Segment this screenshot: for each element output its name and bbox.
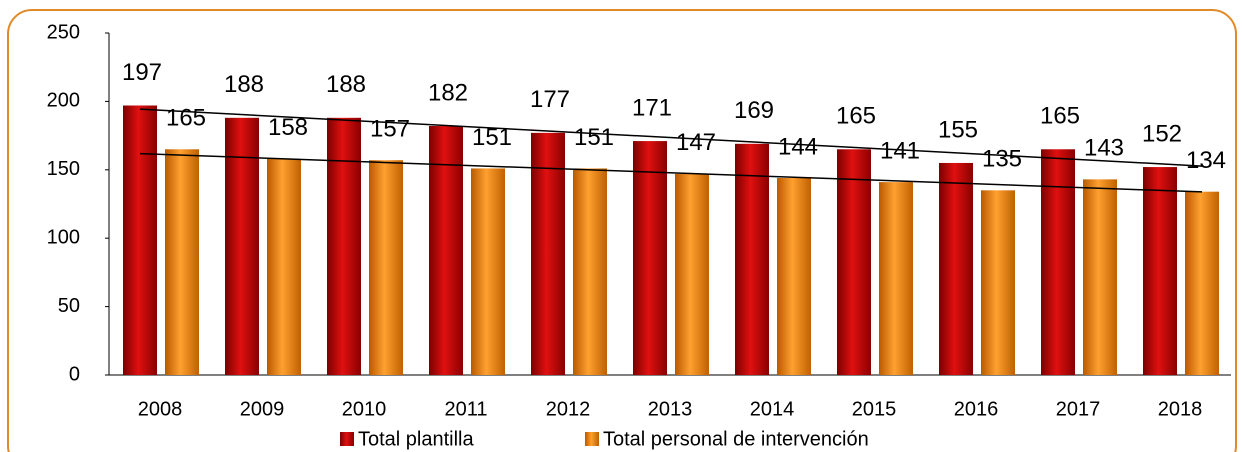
trendline xyxy=(139,108,1203,167)
x-tick-label: 2010 xyxy=(342,398,387,420)
x-tick-label: 2009 xyxy=(240,398,285,420)
bar xyxy=(225,117,259,375)
value-label: 144 xyxy=(778,133,818,160)
x-tick-label: 2011 xyxy=(444,398,487,420)
bar xyxy=(633,141,667,375)
value-label: 134 xyxy=(1186,147,1226,174)
value-label: 152 xyxy=(1142,120,1182,147)
value-label: 155 xyxy=(938,116,978,143)
bar xyxy=(1185,191,1219,375)
x-tick-label: 2013 xyxy=(648,398,693,420)
y-tick-label: 0 xyxy=(69,363,80,385)
x-tick-label: 2018 xyxy=(1158,398,1203,420)
value-label: 165 xyxy=(1040,103,1080,130)
value-label: 165 xyxy=(836,103,876,130)
bar xyxy=(879,182,913,375)
bar xyxy=(267,158,301,375)
bar xyxy=(1083,179,1117,375)
x-tick-label: 2012 xyxy=(546,398,591,420)
x-tick-label: 2017 xyxy=(1056,398,1101,420)
value-label: 182 xyxy=(428,79,468,106)
legend-label: Total personal de intervención xyxy=(603,428,869,450)
chart-border xyxy=(7,9,1237,452)
y-tick-label: 150 xyxy=(47,158,80,180)
value-label: 188 xyxy=(224,71,264,98)
bar xyxy=(327,117,361,375)
x-tick-label: 2008 xyxy=(138,398,183,420)
value-label: 177 xyxy=(530,86,570,113)
bar xyxy=(981,190,1015,375)
y-tick-label: 100 xyxy=(47,226,80,248)
value-label: 157 xyxy=(370,116,410,143)
value-label: 169 xyxy=(734,97,774,124)
value-label: 197 xyxy=(122,59,162,86)
value-label: 158 xyxy=(268,114,308,141)
x-tick-label: 2014 xyxy=(750,398,795,420)
bar xyxy=(471,168,505,375)
value-label: 147 xyxy=(676,129,716,156)
bar xyxy=(837,149,871,375)
x-tick-label: 2016 xyxy=(954,398,999,420)
value-label: 151 xyxy=(574,124,614,151)
bar xyxy=(369,160,403,375)
bar xyxy=(1143,167,1177,375)
bar xyxy=(735,143,769,375)
legend-swatch xyxy=(340,432,354,446)
value-label: 171 xyxy=(632,94,672,121)
trendline xyxy=(139,152,1203,193)
bar xyxy=(531,132,565,375)
value-label: 165 xyxy=(166,105,206,132)
value-label: 188 xyxy=(326,71,366,98)
bar xyxy=(777,178,811,375)
value-label: 135 xyxy=(982,146,1022,173)
bar xyxy=(573,168,607,375)
bar xyxy=(123,105,157,375)
y-tick-label: 250 xyxy=(47,21,80,43)
value-label: 143 xyxy=(1084,135,1124,162)
bar xyxy=(1041,149,1075,375)
bar xyxy=(675,173,709,375)
x-tick-label: 2015 xyxy=(852,398,897,420)
y-tick-label: 200 xyxy=(47,90,80,112)
legend-swatch xyxy=(585,432,599,446)
bar xyxy=(165,149,199,375)
bar xyxy=(429,126,463,375)
bar xyxy=(939,162,973,375)
y-tick-label: 50 xyxy=(58,295,80,317)
legend-label: Total plantilla xyxy=(358,428,475,450)
